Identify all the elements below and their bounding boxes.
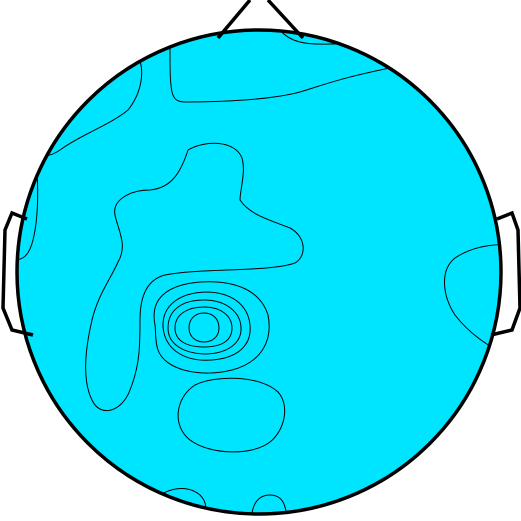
field-base	[0, 0, 521, 521]
scalp-topography-map	[0, 0, 521, 521]
interpolated-field	[0, 0, 521, 521]
